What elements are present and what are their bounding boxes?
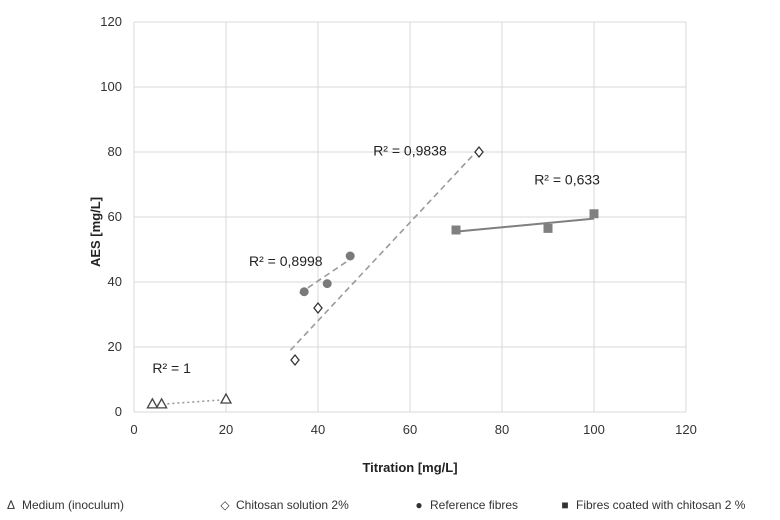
- legend-item-chitosan-solution: ◇ Chitosan solution 2%: [218, 498, 349, 512]
- data-point: [146, 397, 159, 409]
- r-squared-label: R² = 1: [152, 360, 191, 376]
- x-axis-title: Titration [mg/L]: [362, 460, 457, 475]
- data-point: [345, 251, 355, 261]
- y-tick-label: 0: [115, 404, 122, 419]
- trendline: [455, 217, 595, 233]
- x-tick-label: 100: [583, 422, 605, 437]
- chart-legend: Δ Medium (inoculum) ◇ Chitosan solution 2%…: [0, 498, 780, 518]
- legend-label: Fibres coated with chitosan 2 %: [576, 498, 746, 512]
- y-tick-label: 100: [100, 79, 122, 94]
- trendline: [152, 398, 227, 406]
- data-point: [219, 392, 233, 404]
- square-icon: ■: [561, 498, 569, 512]
- triangle-icon: Δ: [6, 498, 15, 512]
- legend-label: Reference fibres: [430, 498, 519, 512]
- axis-ticks: 0 20 40 60 80 100 120 0 20 40 60 80 100 120: [100, 14, 697, 437]
- grid-lines: [133, 21, 687, 413]
- y-tick-label: 20: [108, 339, 122, 354]
- r-squared-label: R² = 0,9838: [373, 142, 447, 158]
- data-point: [589, 209, 599, 219]
- trendlines: [152, 148, 595, 406]
- r-squared-label: R² = 0,8998: [249, 253, 323, 269]
- y-tick-label: 80: [108, 144, 122, 159]
- x-tick-label: 80: [495, 422, 509, 437]
- trendline: [289, 148, 480, 351]
- y-axis-title: AES [mg/L]: [88, 197, 103, 267]
- x-tick-label: 0: [130, 422, 137, 437]
- data-point: [474, 145, 484, 159]
- legend-label: Medium (inoculum): [22, 498, 125, 512]
- x-tick-label: 120: [675, 422, 697, 437]
- x-tick-label: 60: [403, 422, 417, 437]
- data-point: [290, 353, 300, 367]
- y-tick-label: 40: [108, 274, 122, 289]
- y-tick-label: 120: [100, 14, 122, 29]
- data-points: [146, 145, 599, 409]
- data-point: [451, 225, 461, 235]
- legend-label: Chitosan solution 2%: [236, 498, 349, 512]
- data-point: [155, 397, 168, 409]
- trendline: [299, 258, 351, 295]
- r-squared-label: R² = 0,633: [534, 172, 600, 188]
- data-point: [322, 279, 332, 289]
- circle-icon: ●: [415, 498, 423, 512]
- y-tick-label: 60: [108, 209, 122, 224]
- diamond-icon: ◇: [220, 498, 230, 512]
- x-tick-label: 40: [311, 422, 325, 437]
- data-point: [543, 223, 553, 233]
- legend-item-reference-fibres: ● Reference fibres: [412, 498, 518, 512]
- data-point: [299, 287, 309, 297]
- x-tick-label: 20: [219, 422, 233, 437]
- data-point: [313, 301, 323, 315]
- legend-item-medium: Δ Medium (inoculum): [4, 498, 124, 512]
- legend-item-coated-fibres: ■ Fibres coated with chitosan 2 %: [558, 498, 745, 512]
- r-squared-labels: R² = 1 R² = 0,9838 R² = 0,8998 R² = 0,633: [152, 142, 600, 376]
